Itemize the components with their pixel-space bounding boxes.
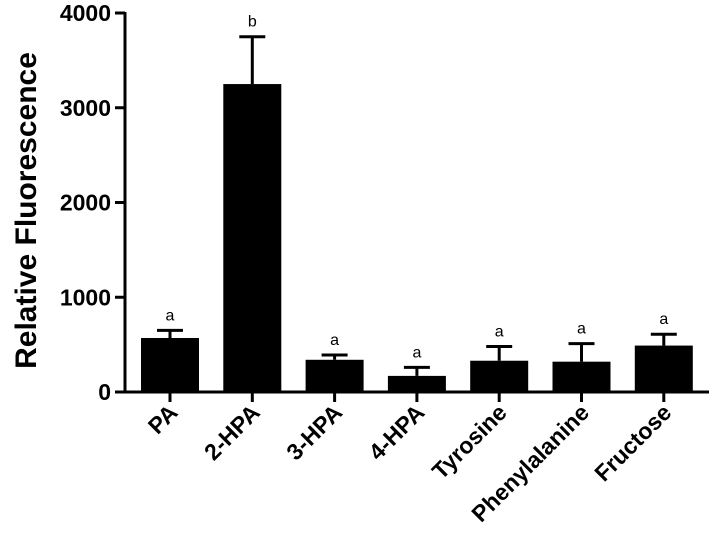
y-tick-label: 4000 (60, 0, 111, 26)
bar (634, 345, 693, 392)
x-tick-label: 3-HPA (281, 399, 347, 465)
bar (387, 375, 446, 392)
x-axis: PA 2-HPA 3-HPA 4-HPATyrosinePhenylalanineFr… (123, 390, 709, 527)
y-tick-label: 1000 (60, 284, 111, 310)
bar (223, 84, 282, 392)
significance-label: a (412, 344, 421, 361)
significance-label: a (659, 311, 668, 328)
y-tick-label: 0 (98, 379, 111, 405)
bar (552, 361, 611, 392)
significance-label: a (495, 324, 504, 341)
significance-label: a (166, 307, 175, 324)
significance-label: a (330, 332, 339, 349)
bar (470, 360, 529, 392)
bar (305, 359, 364, 392)
bar (141, 337, 199, 392)
y-axis-label: Relative Fluorescence (10, 52, 43, 369)
y-tick-label: 2000 (60, 190, 111, 216)
x-tick-label: Fructose (589, 399, 676, 486)
significance-label: b (248, 14, 257, 31)
y-axis: 0 1000 2000 3000 4000 (60, 0, 127, 405)
x-tick-label: 2-HPA (199, 399, 265, 465)
y-tick-label: 3000 (60, 95, 111, 121)
x-tick-label: PA (143, 399, 183, 439)
significance-label: a (577, 321, 586, 338)
bars: a b a a a a a (141, 14, 693, 392)
x-tick-label: 4-HPA (363, 399, 429, 465)
x-tick-label: Tyrosine (427, 399, 512, 484)
